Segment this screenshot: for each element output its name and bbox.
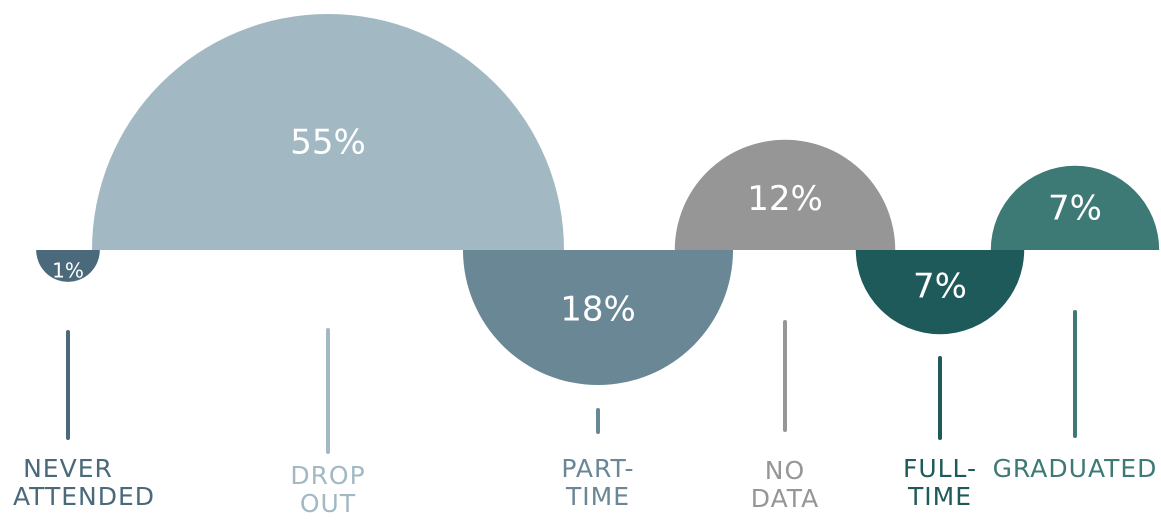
value-label: 18% <box>560 289 636 329</box>
category-label: NEVER ATTENDED <box>13 454 156 511</box>
semicircle <box>92 14 564 250</box>
category-label: PART-TIME <box>561 454 635 511</box>
semicircle <box>462 250 734 386</box>
value-label: 55% <box>290 122 366 162</box>
value-label: 12% <box>747 179 823 219</box>
category-label: NO DATA <box>750 456 820 513</box>
semicircle <box>36 250 100 282</box>
category-label: GRADUATED <box>992 454 1158 483</box>
category-label: DROP OUT <box>290 461 366 518</box>
category-label: FULL-TIME <box>902 454 978 511</box>
semicircle <box>990 165 1160 250</box>
value-label: 1% <box>52 259 84 283</box>
value-label: 7% <box>1048 189 1102 229</box>
value-label: 7% <box>913 266 967 306</box>
semicircle <box>855 250 1025 335</box>
semicircle <box>674 139 896 250</box>
